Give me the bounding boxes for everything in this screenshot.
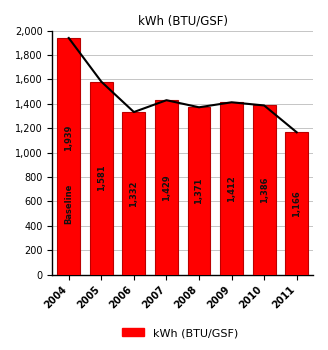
Bar [122,112,145,274]
Bar [90,82,113,274]
Text: 1,386: 1,386 [260,177,269,203]
Bar [253,105,276,274]
Text: Baseline: Baseline [64,183,73,224]
Text: 1,939: 1,939 [64,124,73,150]
Text: 1,166: 1,166 [292,190,301,217]
Text: 1,581: 1,581 [97,165,106,191]
Text: 1,371: 1,371 [195,178,203,204]
Bar [155,100,178,274]
Bar [57,38,80,274]
Text: 1,412: 1,412 [227,175,236,202]
Bar [285,132,308,274]
Bar [188,107,211,274]
Text: 1,429: 1,429 [162,174,171,201]
Bar [220,102,243,274]
Text: 1,332: 1,332 [129,180,138,206]
Legend: kWh (BTU/GSF): kWh (BTU/GSF) [118,324,243,343]
Title: kWh (BTU/GSF): kWh (BTU/GSF) [138,15,228,28]
